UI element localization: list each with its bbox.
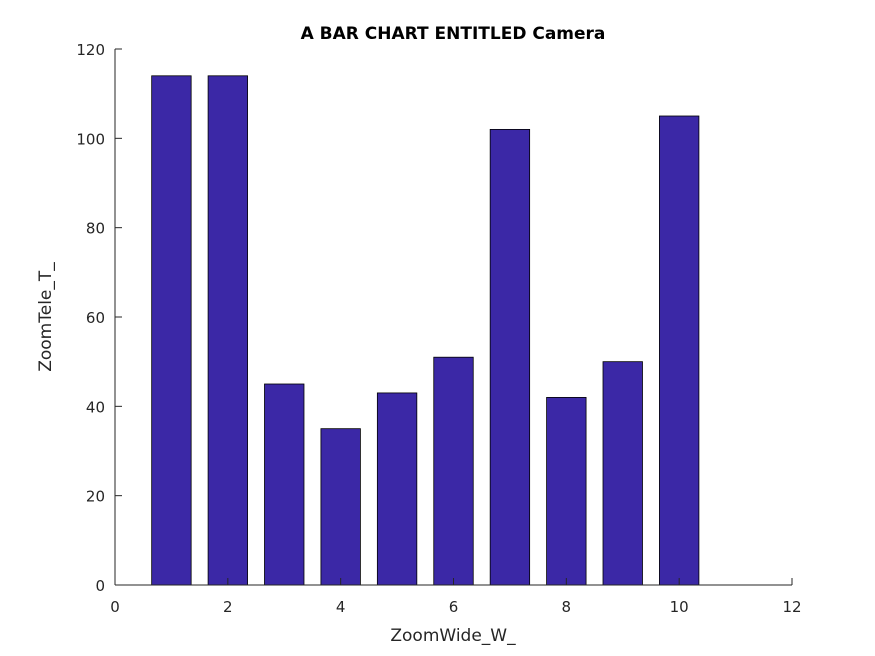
- bar-2: [207, 75, 248, 586]
- bars-group: [151, 75, 700, 586]
- x-tick-label-4: 4: [336, 598, 346, 616]
- chart-title: A BAR CHART ENTITLED Camera: [301, 24, 606, 44]
- y-axis-label: ZoomTele_T_: [36, 262, 56, 372]
- x-tick-label-2: 2: [223, 598, 233, 616]
- x-tick-label-6: 6: [449, 598, 459, 616]
- y-tick-label-80: 80: [86, 220, 105, 238]
- y-tick-label-120: 120: [76, 41, 105, 59]
- bar-8: [546, 396, 587, 586]
- bar-3: [264, 383, 305, 586]
- bar-1: [151, 75, 192, 586]
- bar-7: [489, 128, 531, 586]
- y-ticks: 0 20 40 60 80 100 120: [76, 41, 122, 595]
- bar-5: [376, 392, 418, 586]
- bar-4: [320, 428, 361, 586]
- x-tick-label-8: 8: [562, 598, 572, 616]
- x-axis-label: ZoomWide_W_: [390, 626, 516, 646]
- x-tick-label-0: 0: [110, 598, 120, 616]
- y-tick-label-20: 20: [86, 488, 105, 506]
- bar-6: [433, 356, 474, 586]
- x-tick-label-10: 10: [670, 598, 689, 616]
- y-tick-label-100: 100: [76, 130, 105, 148]
- x-tick-label-12: 12: [782, 598, 801, 616]
- bar-9: [602, 361, 643, 586]
- y-tick-label-0: 0: [95, 577, 105, 595]
- y-tick-label-60: 60: [86, 309, 105, 327]
- y-tick-label-40: 40: [86, 398, 105, 416]
- bar-10: [659, 115, 700, 586]
- x-ticks: 0 2 4 6 8 10 12: [110, 578, 802, 616]
